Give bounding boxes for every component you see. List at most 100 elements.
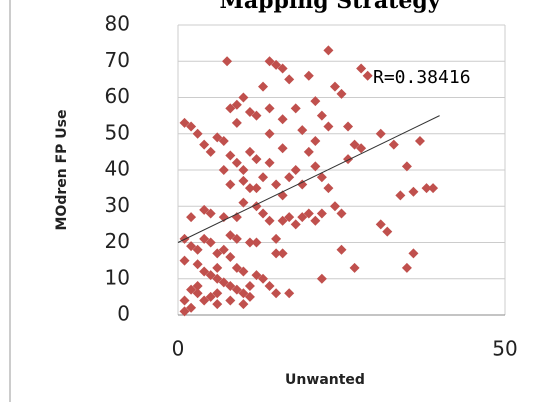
y-tick-label: 20: [105, 229, 130, 253]
point: [218, 165, 229, 175]
point: [362, 70, 373, 81]
y-tick-label: 30: [105, 193, 130, 217]
point: [336, 208, 347, 219]
point: [375, 219, 386, 230]
point: [218, 277, 229, 288]
point: [238, 175, 249, 186]
point: [310, 96, 321, 107]
point: [388, 139, 399, 150]
point: [251, 237, 262, 248]
point: [356, 63, 367, 74]
point: [231, 157, 242, 168]
point: [316, 208, 327, 219]
point: [225, 230, 236, 241]
point: [212, 248, 223, 259]
point: [284, 212, 295, 223]
point: [277, 248, 288, 259]
point: [225, 150, 236, 161]
point: [231, 99, 242, 110]
point: [231, 233, 242, 244]
x-tick-label: 50: [492, 337, 517, 361]
point: [323, 121, 334, 132]
point: [271, 288, 282, 299]
point: [264, 103, 275, 114]
point: [212, 273, 223, 284]
point: [329, 201, 340, 212]
point: [251, 154, 262, 165]
point: [225, 281, 236, 291]
point: [264, 215, 275, 226]
point: [264, 281, 275, 291]
point: [244, 183, 255, 194]
y-tick-label: 40: [105, 157, 130, 181]
point: [277, 63, 288, 74]
point: [290, 103, 301, 114]
point: [186, 284, 197, 295]
point: [343, 121, 354, 132]
point: [290, 219, 301, 230]
point: [238, 299, 249, 310]
point: [186, 121, 197, 132]
point: [277, 114, 288, 125]
point: [349, 262, 360, 273]
point: [244, 291, 255, 302]
point: [271, 179, 282, 190]
point: [290, 165, 301, 175]
point: [310, 161, 321, 172]
point: [192, 259, 203, 270]
point: [323, 183, 334, 194]
point: [179, 295, 190, 306]
point: [258, 273, 269, 284]
point: [382, 226, 393, 237]
point: [179, 306, 190, 317]
y-tick-label: 80: [105, 12, 130, 36]
point: [271, 248, 282, 259]
y-tick-label: 70: [105, 48, 130, 72]
point: [251, 270, 262, 281]
point: [329, 81, 340, 92]
point: [225, 179, 236, 190]
point: [212, 262, 223, 273]
point: [277, 215, 288, 226]
point: [297, 212, 308, 223]
point: [251, 110, 262, 121]
point: [277, 143, 288, 154]
y-tick-label: 50: [105, 120, 130, 144]
point: [212, 288, 223, 299]
point: [225, 295, 236, 306]
point: [218, 136, 229, 146]
point: [251, 183, 262, 194]
point: [310, 215, 321, 226]
point: [401, 262, 412, 273]
point: [238, 197, 249, 208]
point: [258, 172, 269, 183]
point: [186, 212, 197, 223]
point: [205, 146, 216, 157]
point: [303, 146, 314, 157]
point: [186, 302, 197, 313]
point: [231, 262, 242, 273]
point: [349, 139, 360, 150]
point: [186, 241, 197, 252]
point: [238, 92, 249, 103]
point: [199, 233, 210, 244]
point: [336, 88, 347, 99]
point: [238, 288, 249, 299]
point: [205, 291, 216, 302]
point: [244, 281, 255, 291]
point: [356, 143, 367, 154]
point: [316, 110, 327, 121]
point: [264, 157, 275, 168]
point: [284, 172, 295, 183]
point: [205, 208, 216, 219]
point: [212, 132, 223, 143]
point: [238, 165, 249, 175]
point: [192, 288, 203, 299]
point: [414, 136, 425, 146]
point: [199, 295, 210, 306]
point: [297, 179, 308, 190]
point: [395, 190, 406, 201]
point: [316, 273, 327, 284]
point: [212, 299, 223, 310]
annotation: R=0.38416: [373, 67, 471, 88]
